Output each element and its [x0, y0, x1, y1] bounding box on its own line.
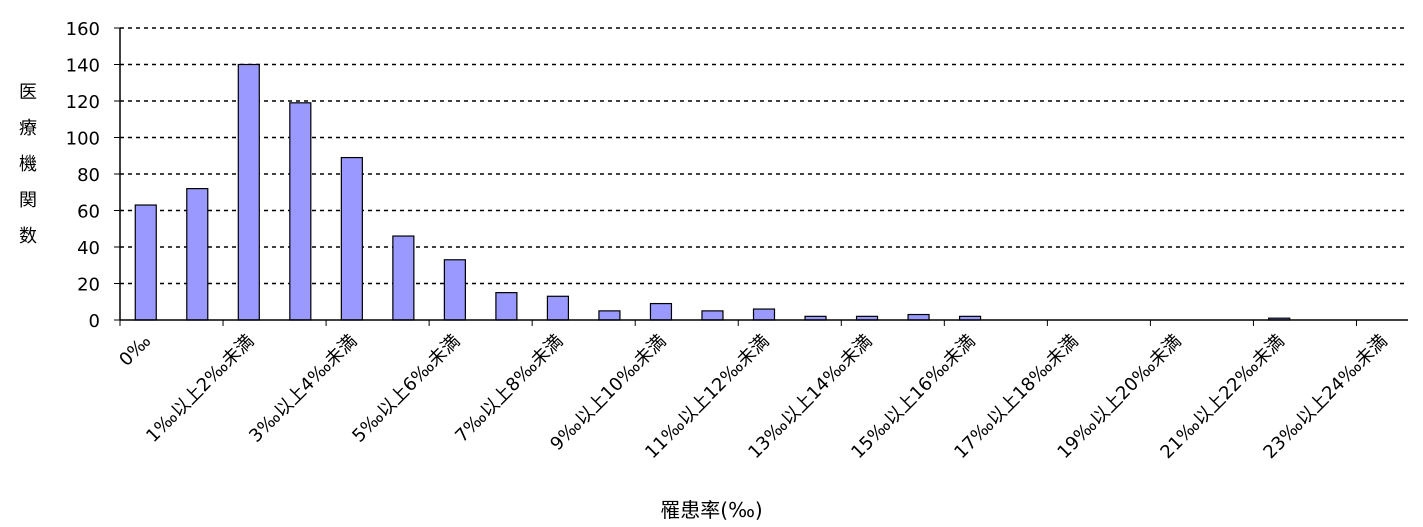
y-tick-label: 140 [66, 56, 100, 77]
x-tick-label: 7‰以上8‰未満 [451, 331, 567, 447]
y-tick-label: 120 [66, 92, 100, 113]
axes [114, 27, 1408, 326]
y-axis-title-char: 関 [19, 190, 37, 211]
y-tick-label: 100 [66, 129, 100, 150]
bar [134, 204, 157, 321]
gridlines [120, 27, 1408, 285]
bar [289, 102, 312, 321]
bar [237, 63, 260, 321]
y-axis-title-char: 数 [19, 226, 37, 247]
y-axis-title-char: 医 [19, 82, 37, 103]
bar [495, 292, 518, 321]
bar [598, 310, 621, 321]
y-tick-label: 40 [77, 238, 100, 259]
bar [546, 295, 570, 321]
bar [649, 302, 673, 321]
y-tick-label: 60 [77, 202, 100, 223]
bar [186, 188, 209, 321]
bar [752, 308, 776, 321]
bar [443, 259, 466, 321]
y-tick-labels: 0 20 40 60 80 100 120 140 160 [66, 19, 100, 332]
x-tick-label: 3‰以上4‰未満 [245, 331, 361, 447]
y-tick-label: 0 [89, 311, 100, 332]
x-tick-labels: 0‰1‰以上2‰未満3‰以上4‰未満5‰以上6‰未満7‰以上8‰未満9‰以上10… [115, 331, 1392, 463]
x-tick-label: 5‰以上6‰未満 [348, 331, 464, 447]
y-tick-label: 160 [66, 19, 100, 40]
bars [134, 63, 1291, 321]
bar [340, 156, 363, 321]
bar [392, 235, 415, 321]
bar [701, 310, 724, 321]
x-axis-title: 罹患率(‰) [660, 498, 763, 522]
y-axis-title-char: 機 [19, 154, 37, 175]
x-tick-label: 1‰以上2‰未満 [142, 331, 258, 447]
y-axis-title-char: 療 [19, 118, 37, 139]
x-tick-label: 0‰ [115, 331, 155, 371]
y-tick-label: 20 [77, 275, 100, 296]
y-tick-label: 80 [77, 165, 100, 186]
bar [907, 313, 930, 321]
